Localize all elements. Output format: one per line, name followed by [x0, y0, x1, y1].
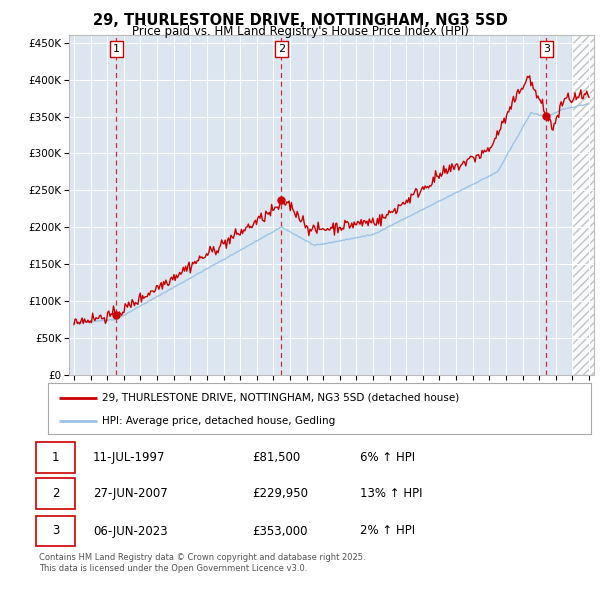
Text: 06-JUN-2023: 06-JUN-2023	[93, 525, 167, 537]
Text: £229,950: £229,950	[252, 487, 308, 500]
Text: 27-JUN-2007: 27-JUN-2007	[93, 487, 168, 500]
Text: HPI: Average price, detached house, Gedling: HPI: Average price, detached house, Gedl…	[103, 416, 335, 426]
Text: 29, THURLESTONE DRIVE, NOTTINGHAM, NG3 5SD (detached house): 29, THURLESTONE DRIVE, NOTTINGHAM, NG3 5…	[103, 392, 460, 402]
Text: 29, THURLESTONE DRIVE, NOTTINGHAM, NG3 5SD: 29, THURLESTONE DRIVE, NOTTINGHAM, NG3 5…	[92, 13, 508, 28]
Text: 2: 2	[278, 44, 285, 54]
Text: 1: 1	[52, 451, 59, 464]
Text: Price paid vs. HM Land Registry's House Price Index (HPI): Price paid vs. HM Land Registry's House …	[131, 25, 469, 38]
Text: 2: 2	[52, 487, 59, 500]
Text: Contains HM Land Registry data © Crown copyright and database right 2025.
This d: Contains HM Land Registry data © Crown c…	[39, 553, 365, 573]
Text: 1: 1	[113, 44, 120, 54]
Text: 3: 3	[543, 44, 550, 54]
Text: 2% ↑ HPI: 2% ↑ HPI	[360, 525, 415, 537]
Bar	[572, 35, 598, 375]
Text: £81,500: £81,500	[252, 451, 300, 464]
Text: 3: 3	[52, 525, 59, 537]
Text: 6% ↑ HPI: 6% ↑ HPI	[360, 451, 415, 464]
Text: £353,000: £353,000	[252, 525, 308, 537]
Text: 13% ↑ HPI: 13% ↑ HPI	[360, 487, 422, 500]
Text: 11-JUL-1997: 11-JUL-1997	[93, 451, 166, 464]
